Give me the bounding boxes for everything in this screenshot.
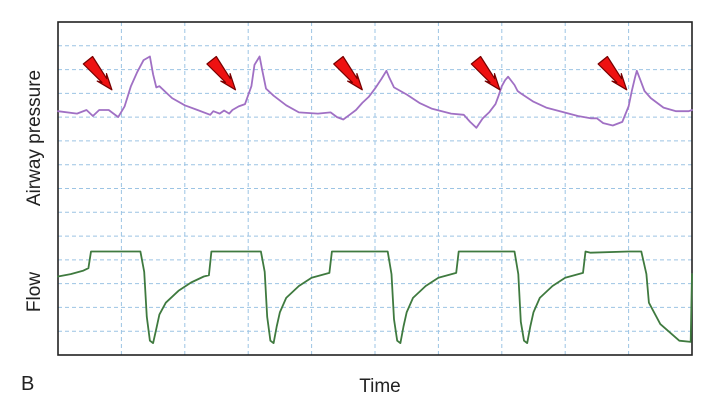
- red-arrow-icon: [206, 55, 237, 91]
- plot-frame: [57, 21, 693, 356]
- red-arrow-icon: [597, 55, 628, 91]
- flow-trace: [57, 250, 693, 344]
- y-label-airway-pressure: Airway pressure: [24, 70, 45, 206]
- red-arrow-icon: [82, 55, 113, 91]
- red-arrow-icon: [333, 55, 363, 91]
- panel-label: B: [21, 373, 34, 395]
- red-arrow-icon: [470, 55, 501, 91]
- y-label-flow: Flow: [24, 272, 45, 312]
- x-axis-label: Time: [359, 376, 401, 397]
- arrow-markers: [82, 55, 628, 91]
- airway-pressure-trace: [57, 55, 693, 129]
